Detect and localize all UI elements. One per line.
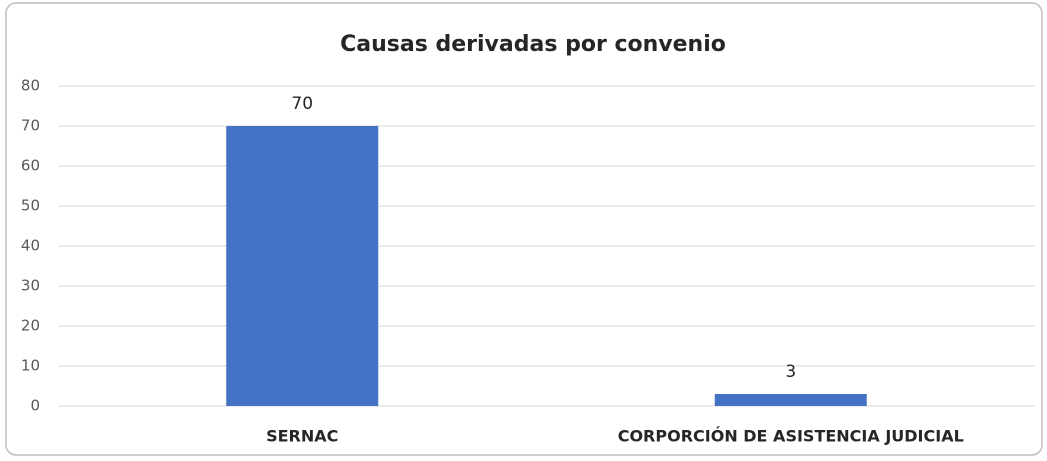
y-tick-label: 30	[21, 277, 40, 295]
bar	[714, 394, 867, 406]
chart-frame	[5, 2, 1043, 456]
y-tick-label: 10	[21, 357, 40, 375]
y-tick-label: 60	[21, 157, 40, 175]
y-tick-label: 70	[21, 117, 40, 135]
chart-title: Causas derivadas por convenio	[340, 32, 726, 57]
y-tick-label: 80	[21, 77, 40, 95]
y-tick-label: 50	[21, 197, 40, 215]
y-tick-label: 40	[21, 237, 40, 255]
y-tick-label: 20	[21, 317, 40, 335]
y-tick-label: 0	[30, 397, 40, 415]
data-label: 70	[291, 94, 313, 114]
x-tick-label: SERNAC	[266, 427, 338, 446]
bar	[226, 126, 379, 406]
data-label: 3	[785, 362, 796, 382]
x-tick-label: CORPORCIÓN DE ASISTENCIA JUDICIAL	[618, 427, 964, 446]
